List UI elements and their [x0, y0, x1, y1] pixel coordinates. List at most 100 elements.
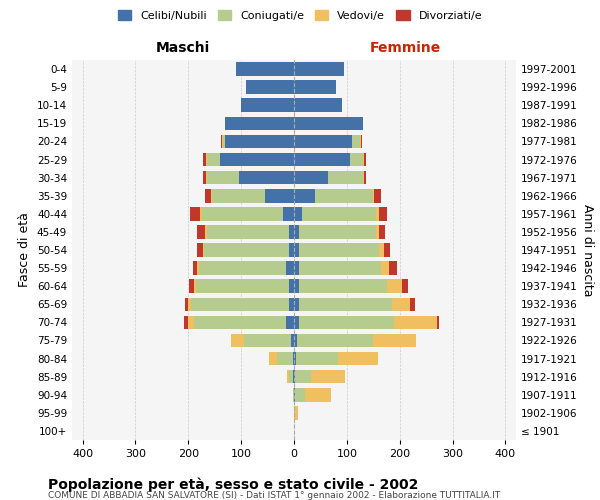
- Bar: [296, 352, 338, 366]
- Bar: [236, 62, 294, 76]
- Bar: [296, 334, 373, 347]
- Bar: [188, 316, 194, 329]
- Bar: [188, 298, 191, 311]
- Bar: [205, 225, 207, 238]
- Bar: [437, 316, 439, 329]
- Bar: [289, 370, 293, 384]
- Bar: [294, 406, 295, 419]
- Bar: [292, 334, 294, 347]
- Bar: [352, 134, 360, 148]
- Bar: [191, 298, 289, 311]
- Bar: [363, 152, 364, 166]
- Bar: [376, 207, 379, 220]
- Bar: [379, 225, 385, 238]
- Bar: [207, 171, 239, 184]
- Bar: [403, 280, 407, 293]
- Bar: [225, 116, 294, 130]
- Bar: [364, 152, 367, 166]
- Bar: [283, 207, 294, 220]
- Bar: [373, 189, 374, 202]
- Bar: [315, 189, 373, 202]
- Y-axis label: Anni di nascita: Anni di nascita: [581, 204, 594, 296]
- Bar: [286, 262, 294, 275]
- Bar: [338, 352, 377, 366]
- Bar: [294, 298, 299, 311]
- Bar: [294, 388, 295, 402]
- Bar: [299, 280, 386, 293]
- Bar: [294, 370, 295, 384]
- Bar: [265, 189, 294, 202]
- Bar: [207, 225, 289, 238]
- Bar: [381, 262, 389, 275]
- Bar: [277, 352, 293, 366]
- Bar: [294, 262, 299, 275]
- Bar: [184, 316, 188, 329]
- Bar: [194, 316, 286, 329]
- Bar: [203, 171, 206, 184]
- Bar: [294, 352, 296, 366]
- Bar: [207, 152, 220, 166]
- Bar: [200, 207, 202, 220]
- Bar: [364, 171, 367, 184]
- Bar: [294, 189, 315, 202]
- Bar: [197, 243, 203, 257]
- Bar: [287, 370, 289, 384]
- Bar: [379, 243, 384, 257]
- Bar: [289, 280, 294, 293]
- Bar: [212, 189, 265, 202]
- Bar: [289, 298, 294, 311]
- Bar: [305, 388, 331, 402]
- Bar: [363, 171, 364, 184]
- Legend: Celibi/Nubili, Coniugati/e, Vedovi/e, Divorziati/e: Celibi/Nubili, Coniugati/e, Vedovi/e, Di…: [113, 6, 487, 25]
- Text: Femmine: Femmine: [370, 40, 440, 54]
- Bar: [294, 80, 336, 94]
- Bar: [203, 152, 206, 166]
- Bar: [295, 406, 298, 419]
- Bar: [194, 280, 196, 293]
- Bar: [223, 134, 225, 148]
- Bar: [374, 189, 380, 202]
- Bar: [373, 334, 416, 347]
- Bar: [294, 207, 302, 220]
- Bar: [199, 262, 286, 275]
- Bar: [294, 152, 349, 166]
- Bar: [386, 280, 403, 293]
- Bar: [294, 243, 299, 257]
- Bar: [379, 207, 386, 220]
- Bar: [389, 262, 397, 275]
- Bar: [211, 189, 212, 202]
- Bar: [392, 298, 410, 311]
- Bar: [294, 280, 299, 293]
- Bar: [230, 334, 244, 347]
- Bar: [289, 243, 294, 257]
- Bar: [299, 316, 394, 329]
- Bar: [294, 171, 328, 184]
- Bar: [294, 225, 299, 238]
- Bar: [193, 262, 197, 275]
- Bar: [225, 134, 294, 148]
- Bar: [190, 280, 194, 293]
- Bar: [221, 134, 223, 148]
- Bar: [294, 116, 363, 130]
- Text: Maschi: Maschi: [156, 40, 210, 54]
- Bar: [197, 225, 205, 238]
- Bar: [247, 80, 294, 94]
- Bar: [349, 152, 363, 166]
- Text: COMUNE DI ABBADIA SAN SALVATORE (SI) - Dati ISTAT 1° gennaio 2002 - Elaborazione: COMUNE DI ABBADIA SAN SALVATORE (SI) - D…: [48, 491, 500, 500]
- Y-axis label: Fasce di età: Fasce di età: [19, 212, 31, 288]
- Bar: [202, 207, 283, 220]
- Bar: [185, 298, 188, 311]
- Bar: [360, 134, 361, 148]
- Bar: [220, 152, 294, 166]
- Bar: [241, 98, 294, 112]
- Bar: [299, 262, 381, 275]
- Bar: [302, 207, 376, 220]
- Bar: [204, 243, 289, 257]
- Bar: [196, 280, 289, 293]
- Bar: [299, 298, 392, 311]
- Bar: [410, 298, 415, 311]
- Bar: [294, 334, 296, 347]
- Bar: [294, 316, 299, 329]
- Bar: [206, 152, 207, 166]
- Bar: [203, 243, 204, 257]
